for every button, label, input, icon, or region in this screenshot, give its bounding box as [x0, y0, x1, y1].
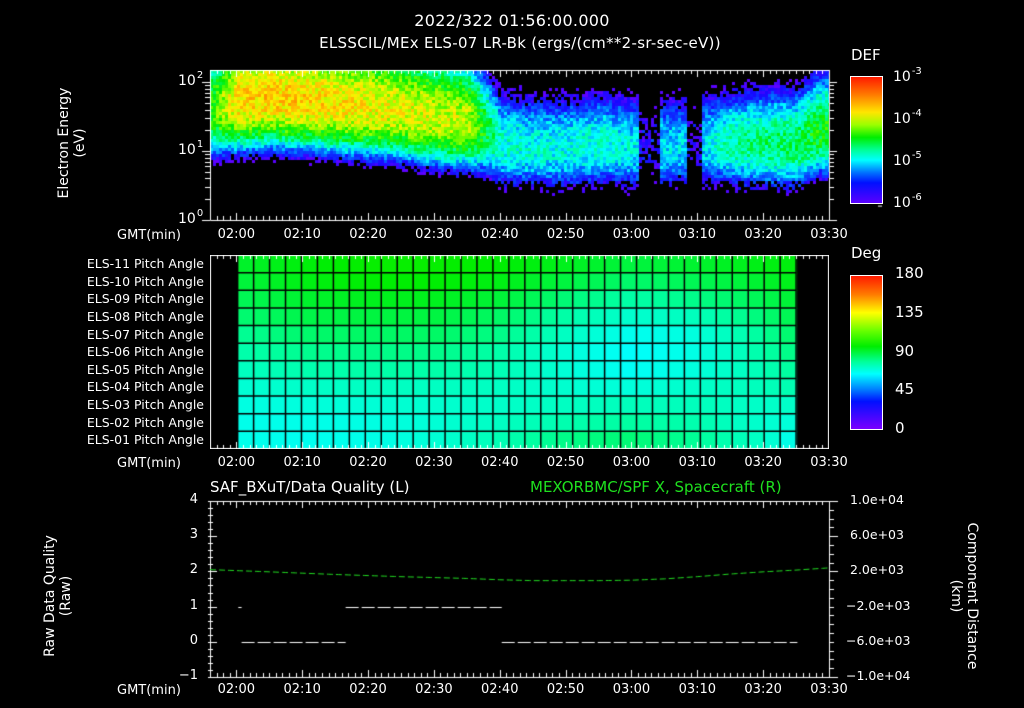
deg-colorbar	[850, 275, 883, 430]
pitch-angle-row-label: ELS-04 Pitch Angle	[86, 379, 204, 395]
x-tick-label: 02:30	[415, 682, 453, 697]
energy-spectrogram[interactable]	[210, 70, 829, 220]
x-tick-label: 02:10	[283, 682, 321, 697]
x-tick-label: 03:30	[810, 682, 848, 697]
data-quality-y-tick-label: 3	[189, 527, 198, 543]
pitch-angle-row-label: ELS-07 Pitch Angle	[86, 326, 204, 342]
x-tick-label: 02:20	[349, 227, 387, 242]
component-distance-y-tick-label: 6.0e+03	[850, 527, 904, 543]
x-tick-label: 03:10	[678, 227, 717, 242]
x-tick-label: 02:00	[217, 227, 256, 242]
plot-timestamp: 2022/322 01:56:00.000	[414, 11, 610, 30]
x-tick-label: 02:50	[546, 227, 585, 242]
x-tick-label: 03:10	[678, 455, 717, 470]
pitch-angle-row-label: ELS-10 Pitch Angle	[86, 273, 204, 289]
x-tick-label: 02:40	[481, 227, 519, 242]
data-quality-y-tick-label: 1	[189, 597, 198, 613]
x-tick-label: 03:30	[810, 227, 848, 242]
pitch-angle-row-label: ELS-09 Pitch Angle	[86, 291, 204, 307]
x-tick-label: 02:00	[217, 682, 256, 697]
def-colorbar-tick-label: 10-6	[893, 192, 922, 211]
x-tick-label: 02:40	[481, 455, 519, 470]
x-tick-label: 02:50	[546, 455, 585, 470]
x-tick-label: 02:20	[349, 682, 387, 697]
def-colorbar-title: DEF	[851, 46, 881, 64]
x-tick-label: 03:00	[612, 455, 651, 470]
component-distance-ylabel: Component Distance (km)	[948, 522, 980, 670]
pitch-angle-row-label: ELS-02 Pitch Angle	[86, 414, 204, 430]
energy-y-tick-label: 100	[178, 208, 204, 227]
x-tick-label: 02:10	[283, 227, 321, 242]
data-quality-y-tick-label: 4	[189, 492, 198, 507]
deg-colorbar-tick-label: 45	[895, 380, 915, 399]
x-tick-label: 02:40	[481, 682, 519, 697]
data-quality-y-tick-label: 2	[189, 562, 198, 578]
deg-colorbar-tick-label: 0	[895, 419, 905, 438]
def-colorbar-tick-label: 10-3	[893, 66, 922, 85]
def-colorbar-tick-label: 10-4	[893, 108, 922, 127]
x-tick-label: 02:30	[415, 455, 453, 470]
x-tick-label: 03:30	[810, 455, 848, 470]
pitch-angle-row-label: ELS-11 Pitch Angle	[86, 256, 204, 271]
x-tick-label: 03:20	[744, 227, 782, 242]
data-quality-y-tick-label: −1	[178, 668, 198, 683]
x-tick-label: 02:20	[349, 455, 387, 470]
pitch-angle-row-label: ELS-05 Pitch Angle	[86, 361, 204, 377]
pitch-angle-row-label: ELS-03 Pitch Angle	[86, 397, 204, 413]
data-quality-ylabel: Raw Data Quality (Raw)	[42, 535, 74, 657]
def-colorbar	[850, 76, 883, 204]
deg-colorbar-tick-label: 90	[895, 341, 915, 360]
x-tick-label: 03:00	[612, 682, 651, 697]
component-distance-y-tick-label: 1.0e+04	[850, 492, 904, 507]
pitch-angle-row-label: ELS-06 Pitch Angle	[86, 344, 204, 360]
energy-ylabel: Electron Energy (eV)	[56, 87, 88, 199]
energy-y-tick-label: 101	[178, 139, 204, 159]
deg-colorbar-title: Deg	[851, 244, 882, 262]
x-tick-label: 02:50	[546, 682, 585, 697]
x-tick-label: 03:20	[744, 682, 782, 697]
component-distance-y-tick-label: −6.0e+03	[846, 632, 911, 648]
quality-xaxis-label: GMT(min)	[117, 683, 181, 698]
spacecraft-x-title: MEXORBMC/SPF X, Spacecraft (R)	[530, 478, 782, 496]
energy-y-tick-label: 102	[178, 70, 204, 90]
def-colorbar-tick-label: 10-5	[893, 150, 922, 169]
pitch-angle-row-label: ELS-01 Pitch Angle	[86, 432, 204, 448]
deg-colorbar-tick-label: 180	[895, 264, 924, 282]
x-tick-label: 03:20	[744, 455, 782, 470]
pitch-angle-row-label: ELS-08 Pitch Angle	[86, 308, 204, 324]
pitch-xaxis-label: GMT(min)	[117, 456, 181, 471]
component-distance-y-tick-label: −1.0e+04	[846, 668, 911, 683]
component-distance-y-tick-label: −2.0e+03	[846, 597, 911, 613]
data-quality-title: SAF_BXuT/Data Quality (L)	[210, 478, 410, 496]
x-tick-label: 02:30	[415, 227, 453, 242]
x-tick-label: 03:00	[612, 227, 651, 242]
pitch-angle-grid[interactable]	[210, 255, 829, 449]
x-tick-label: 02:00	[217, 455, 256, 470]
energy-xaxis-label: GMT(min)	[117, 228, 181, 243]
data-quality-y-tick-label: 0	[189, 632, 198, 648]
x-tick-label: 03:10	[678, 682, 717, 697]
component-distance-y-tick-label: 2.0e+03	[850, 562, 904, 578]
x-tick-label: 02:10	[283, 455, 321, 470]
deg-colorbar-tick-label: 135	[895, 302, 924, 321]
